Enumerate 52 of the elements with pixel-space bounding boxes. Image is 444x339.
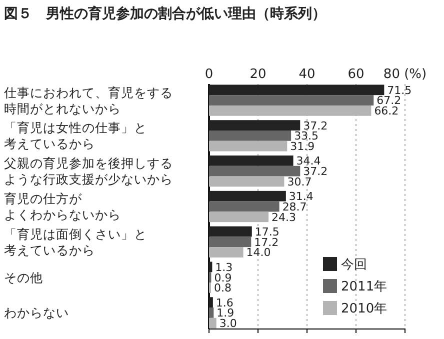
- data-label: 24.3: [272, 210, 296, 224]
- bar: [209, 226, 252, 237]
- data-label: 0.8: [214, 282, 232, 295]
- x-tick-label: 20: [250, 67, 266, 82]
- data-label: 33.5: [294, 130, 319, 143]
- data-label: 14.0: [246, 246, 271, 260]
- y-tick-label: 育児の仕方がよくわからないから: [4, 191, 121, 222]
- data-label: 1.6: [216, 296, 234, 310]
- data-label: 1.3: [215, 260, 233, 274]
- y-tick-label: わからない: [4, 305, 69, 320]
- data-label: 34.4: [296, 154, 321, 168]
- data-label: 17.2: [254, 236, 279, 249]
- bar: [209, 105, 372, 116]
- x-tick-label: 60: [348, 67, 364, 82]
- bar: [209, 308, 214, 318]
- y-tick-label: 仕事におわれて、育児をする時間がとれないから: [3, 84, 173, 116]
- chart-title: 図５ 男性の育児参加の割合が低い理由（時系列）: [4, 5, 326, 22]
- bar: [209, 212, 269, 222]
- bar: [209, 247, 244, 258]
- legend-label: 2011年: [341, 280, 388, 295]
- bar: [209, 236, 252, 248]
- x-tick-label: 0: [204, 67, 214, 82]
- legend-label: 2010年: [341, 302, 388, 317]
- y-tick-label: 「育児は女性の仕事」と考えているから: [4, 120, 147, 152]
- y-tick-label: 「育児は面倒くさい」と考えているから: [4, 226, 147, 258]
- data-label: 17.5: [254, 225, 280, 238]
- x-tick-label: 80 (%): [383, 67, 427, 82]
- bar: [209, 120, 300, 130]
- data-label: 71.5: [387, 84, 412, 97]
- bar: [209, 166, 300, 176]
- data-label: 3.0: [219, 317, 237, 330]
- bar: [209, 318, 216, 328]
- bar: [209, 176, 284, 187]
- y-tick-label: その他: [4, 270, 43, 285]
- bar: [209, 297, 213, 308]
- y-tick-label: 父親の育児参加を後押しするような行政支援が少ないから: [4, 156, 173, 187]
- bar: [209, 140, 288, 152]
- bar: [209, 262, 212, 272]
- bar: [209, 156, 294, 166]
- data-label: 37.2: [303, 119, 328, 132]
- data-label: 31.9: [290, 140, 315, 154]
- bar: [209, 201, 280, 212]
- data-label: 0.9: [214, 271, 232, 284]
- bar: [209, 84, 384, 96]
- bar: [209, 130, 292, 141]
- data-label: 1.9: [216, 306, 234, 320]
- x-tick-label: 40: [298, 67, 316, 82]
- data-label: 67.2: [376, 94, 402, 108]
- bar: [209, 95, 374, 106]
- bar: [209, 190, 286, 202]
- legend-label: 今回: [341, 258, 367, 273]
- data-label: 66.2: [374, 104, 399, 118]
